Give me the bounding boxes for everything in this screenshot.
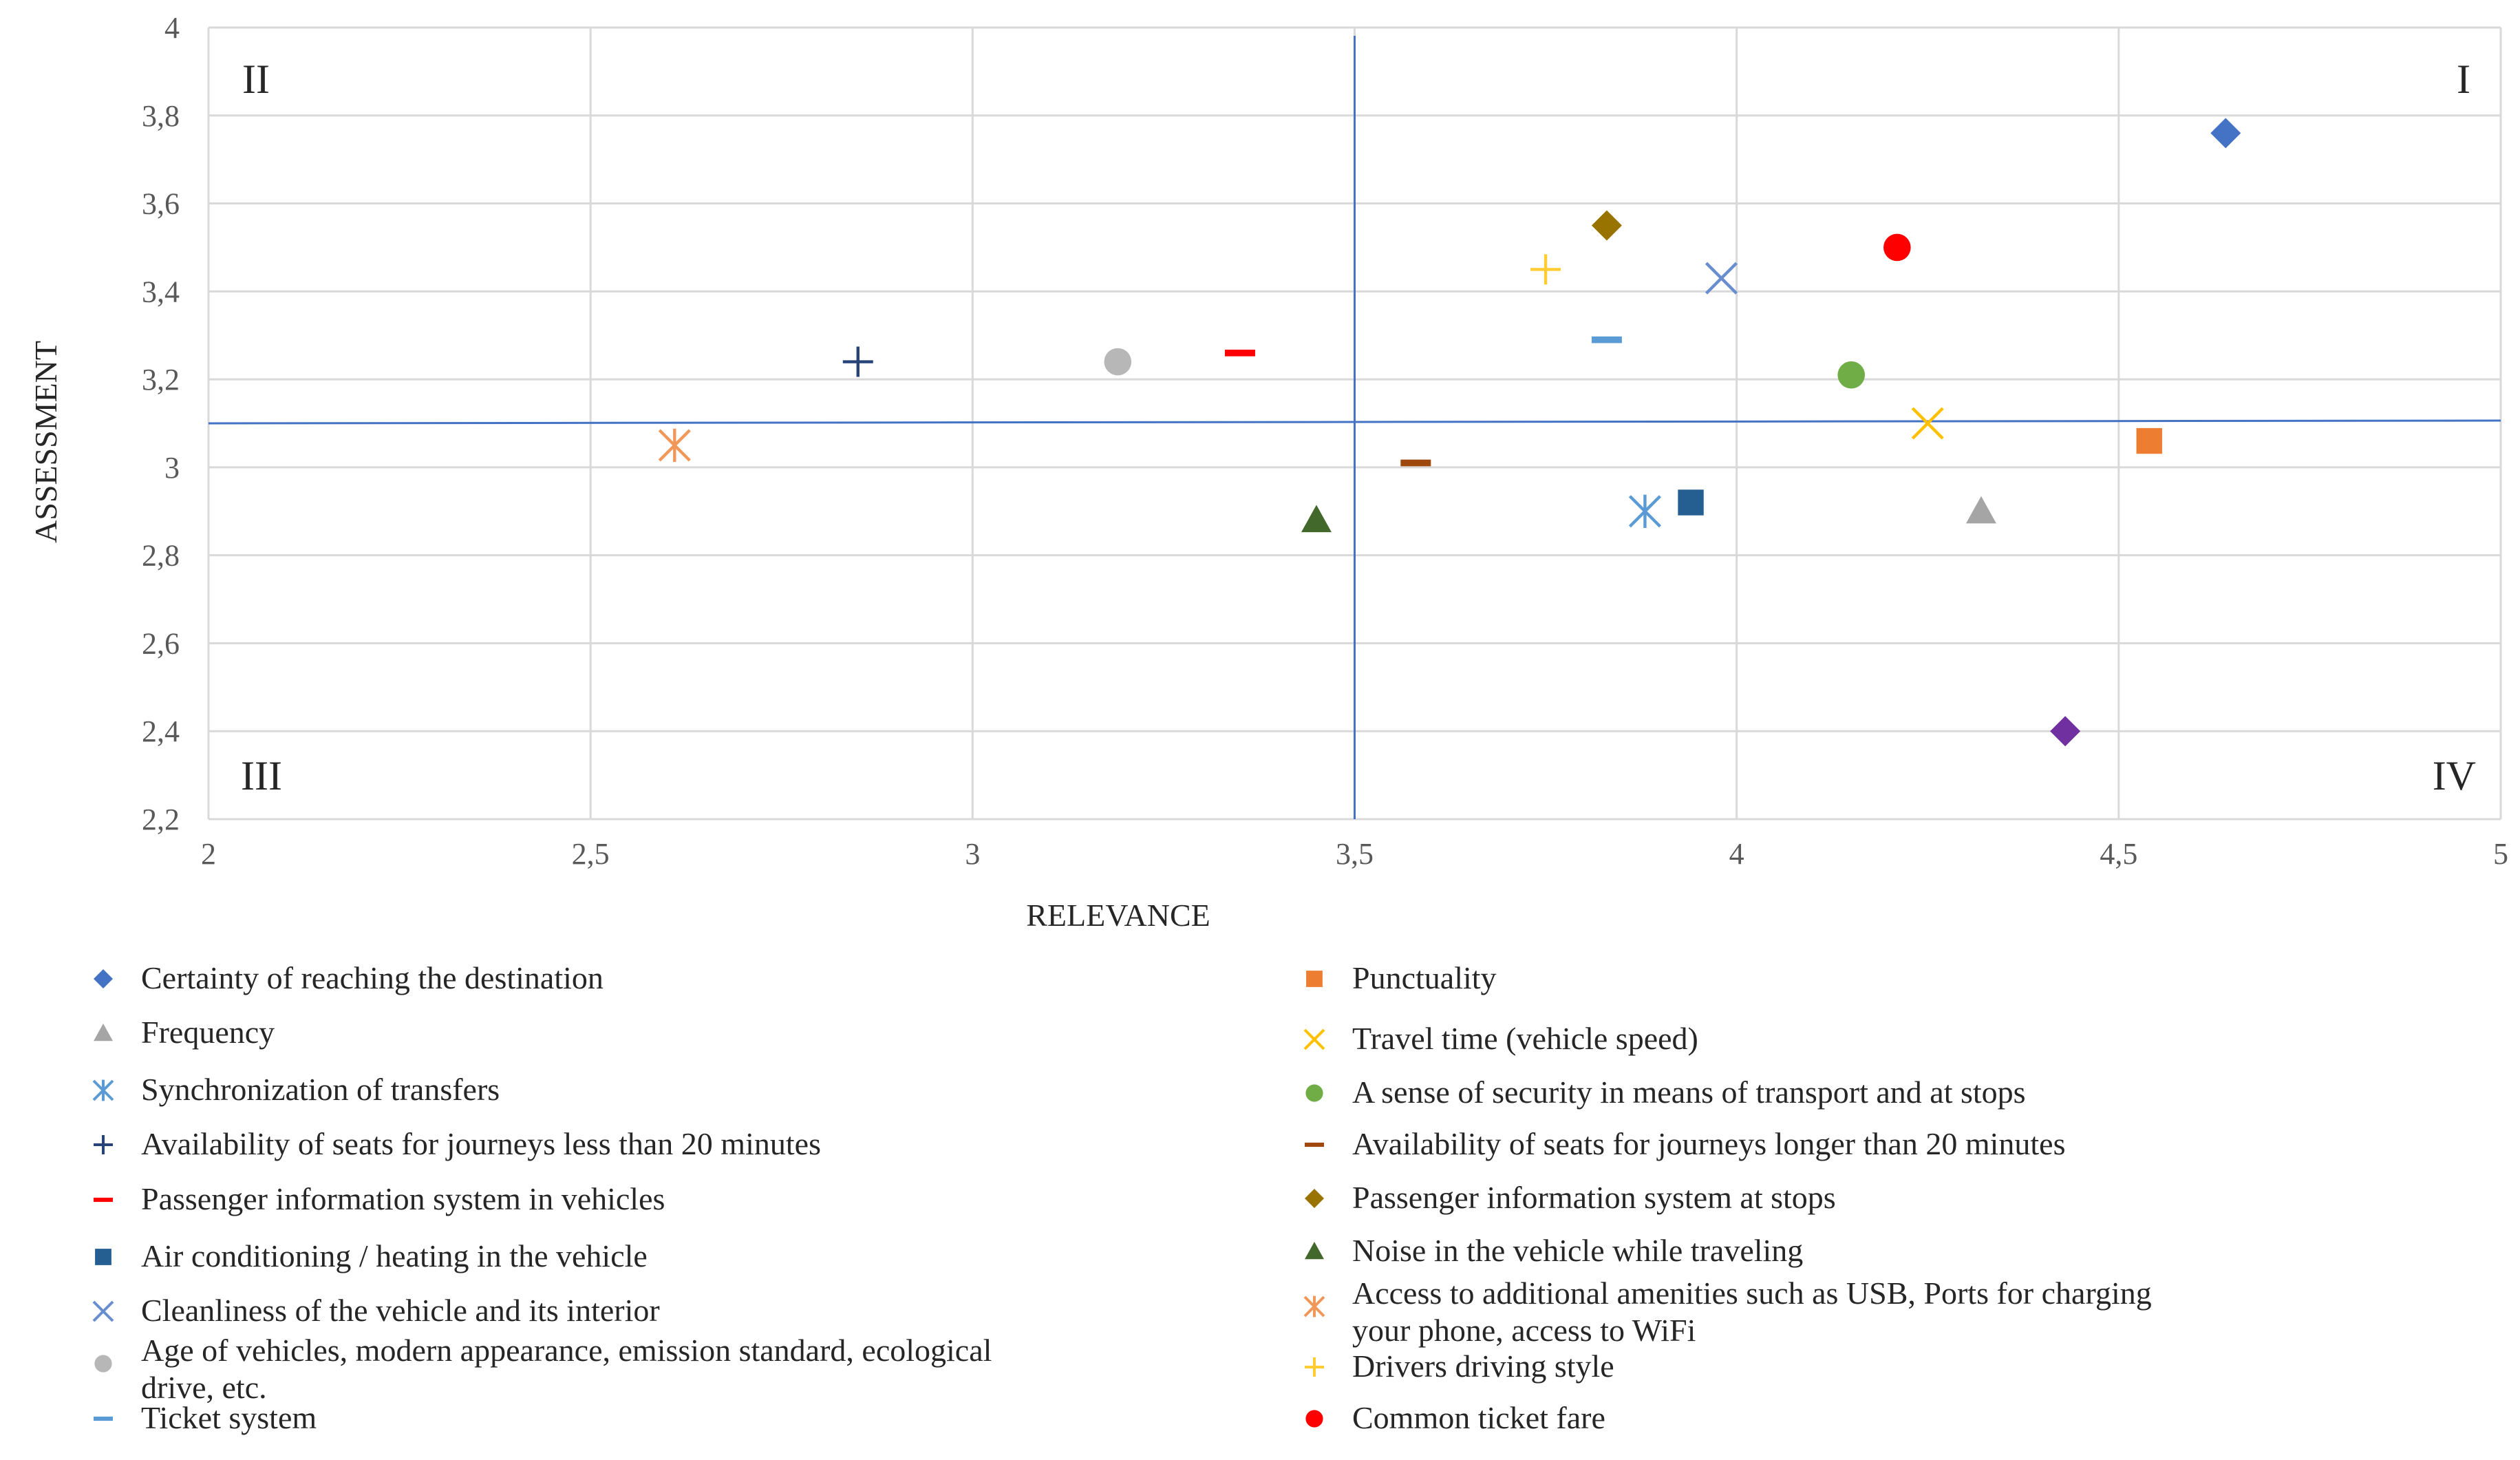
legend-label: Drivers driving style [1352, 1348, 1614, 1384]
data-point [1965, 496, 1996, 524]
data-point [2136, 427, 2162, 454]
legend-label: Certainty of reaching the destination [141, 960, 604, 995]
data-point [1104, 348, 1132, 376]
y-tick-label: 2,6 [142, 626, 180, 660]
y-tick-label: 2,2 [142, 803, 180, 836]
legend-label: Cleanliness of the vehicle and its inter… [141, 1293, 660, 1328]
legend-label: Ticket system [141, 1400, 317, 1435]
y-tick-label: 4 [164, 11, 180, 45]
legend-label: Punctuality [1352, 960, 1497, 995]
legend-item: Passenger information system in vehicles [94, 1181, 665, 1216]
data-point [2050, 716, 2081, 747]
data-point [1628, 494, 1661, 528]
legend-item: Cleanliness of the vehicle and its inter… [92, 1293, 660, 1328]
legend-item: Air conditioning / heating in the vehicl… [95, 1238, 648, 1273]
data-point [1705, 262, 1738, 295]
x-tick-label: 3 [965, 837, 980, 871]
legend-item: Frequency [94, 1015, 275, 1050]
x-tick-label: 2,5 [572, 837, 610, 871]
axis-ticks: 2,2 2,4 2,6 2,8 3 3,2 3,4 3,6 3,8 4 2 2,5 3 3,5 4 4,5 5 [142, 11, 2508, 871]
legend-label: Frequency [141, 1015, 275, 1050]
x-tick-label: 4,5 [2100, 837, 2137, 871]
y-tick-label: 2,4 [142, 715, 180, 748]
x-tick-label: 5 [2493, 837, 2508, 871]
data-point [1837, 361, 1866, 389]
data-point [1591, 336, 1622, 343]
y-tick-label: 3,4 [142, 275, 180, 308]
legend-label: A sense of security in means of transpor… [1352, 1075, 2026, 1110]
legend-item: Age of vehicles, modern appearance, emis… [94, 1333, 992, 1405]
legend-item: Certainty of reaching the destination [94, 960, 604, 995]
data-point [1224, 349, 1255, 357]
legend-item: Travel time (vehicle speed) [1303, 1021, 1698, 1056]
legend-item: Access to additional amenities such as U… [1303, 1276, 2152, 1348]
data-point [658, 428, 691, 463]
legend-label: Passenger information system at stops [1352, 1180, 1836, 1215]
legend-label: Availability of seats for journeys less … [141, 1126, 821, 1161]
legend-label: Availability of seats for journeys longe… [1352, 1126, 2065, 1161]
x-axis-title: RELEVANCE [1026, 898, 1210, 933]
legend-label: Synchronization of transfers [141, 1072, 500, 1107]
quadrant-label-III: III [241, 753, 282, 798]
data-point [1678, 489, 1704, 516]
legend-item: Availability of seats for journeys less … [94, 1126, 821, 1161]
legend-label: Age of vehicles, modern appearance, emis… [141, 1333, 992, 1405]
data-point [842, 346, 873, 377]
y-tick-label: 3,6 [142, 187, 180, 221]
data-point [1883, 233, 1911, 262]
y-tick-label: 3 [164, 451, 180, 485]
reference-lines [208, 36, 2501, 819]
legend-item: Ticket system [94, 1400, 317, 1435]
legend-item: A sense of security in means of transpor… [1305, 1075, 2026, 1110]
quadrant-label-II: II [242, 56, 270, 102]
legend-item: Synchronization of transfers [92, 1072, 500, 1107]
legend-item: Punctuality [1306, 960, 1497, 995]
legend-label: Air conditioning / heating in the vehicl… [141, 1238, 648, 1273]
y-tick-label: 2,8 [142, 539, 180, 573]
legend-label: Travel time (vehicle speed) [1352, 1021, 1698, 1056]
legend-item: Drivers driving style [1305, 1348, 1614, 1384]
horizontal-reference-line [208, 419, 2501, 425]
data-point [1530, 254, 1561, 285]
x-tick-label: 2 [201, 837, 216, 871]
data-point [1911, 407, 1944, 440]
y-tick-label: 3,8 [142, 99, 180, 133]
y-tick-label: 3,2 [142, 363, 180, 396]
quadrant-label-I: I [2457, 56, 2470, 102]
x-tick-label: 4 [1729, 837, 1744, 871]
legend-label: Common ticket fare [1352, 1400, 1605, 1435]
legend-label: Noise in the vehicle while traveling [1352, 1233, 1803, 1268]
legend: Certainty of reaching the destination Fre… [92, 960, 2152, 1435]
data-point [2210, 118, 2241, 149]
legend-label: Passenger information system in vehicles [141, 1181, 665, 1216]
x-tick-label: 3,5 [1336, 837, 1374, 871]
y-axis-title: ASSESSMENT [28, 341, 63, 543]
legend-item: Common ticket fare [1305, 1400, 1605, 1435]
data-point [1591, 210, 1622, 241]
legend-label: Access to additional amenities such as U… [1352, 1276, 2152, 1348]
data-points [658, 118, 2241, 747]
legend-item: Noise in the vehicle while traveling [1305, 1233, 1803, 1268]
quadrant-label-IV: IV [2433, 753, 2476, 798]
data-point [1301, 505, 1332, 533]
legend-item: Availability of seats for journeys longe… [1305, 1126, 2065, 1161]
data-point [1400, 459, 1431, 467]
legend-item: Passenger information system at stops [1305, 1180, 1836, 1215]
